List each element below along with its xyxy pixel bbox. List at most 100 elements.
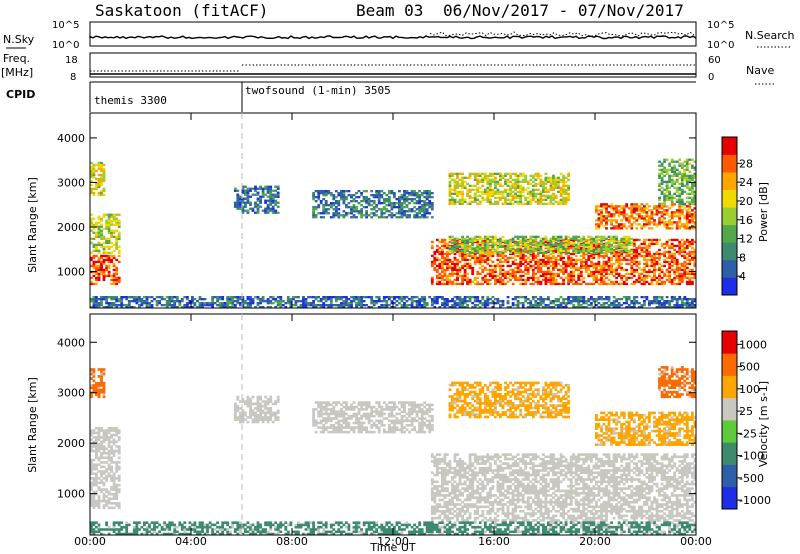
heatmap-cell: [514, 298, 517, 301]
heatmap-cell: [627, 221, 631, 224]
heatmap-cell: [511, 172, 515, 175]
heatmap-cell: [458, 296, 462, 299]
heatmap-cell: [357, 196, 361, 199]
heatmap-cell: [658, 300, 661, 303]
heatmap-cell: [148, 304, 151, 307]
heatmap-cell: [127, 306, 131, 309]
heatmap-cell: [521, 239, 525, 242]
heatmap-cell: [627, 217, 631, 220]
heatmap-cell: [584, 264, 588, 268]
heatmap-cell: [269, 191, 273, 194]
heatmap-cell: [605, 298, 608, 301]
heatmap-cell: [625, 235, 629, 238]
heatmap-cell: [107, 245, 111, 248]
heatmap-cell: [408, 192, 411, 195]
heatmap-cell: [312, 196, 315, 199]
heatmap-cell: [494, 280, 497, 284]
heatmap-cell: [519, 296, 522, 299]
heatmap-cell: [145, 302, 149, 305]
heatmap-cell: [453, 178, 457, 181]
heatmap-cell: [668, 272, 671, 276]
heatmap-cell: [675, 221, 679, 224]
heatmap-cell: [97, 179, 101, 183]
heatmap-cell: [471, 200, 475, 203]
heatmap-cell: [635, 205, 639, 208]
heatmap-cell: [112, 298, 116, 301]
heatmap-cell: [526, 268, 530, 272]
heatmap-cell: [564, 184, 568, 187]
heatmap-cell: [488, 302, 492, 305]
heatmap-cell: [673, 221, 677, 224]
heatmap-cell: [448, 188, 452, 191]
heatmap-cell: [506, 194, 510, 197]
heatmap-cell: [622, 217, 626, 220]
heatmap-cell: [385, 208, 389, 211]
heatmap-cell: [630, 306, 634, 309]
heatmap-cell: [241, 187, 245, 190]
heatmap-cell: [499, 239, 502, 242]
heatmap-cell: [542, 251, 545, 254]
heatmap-cell: [340, 214, 343, 217]
heatmap-cell: [691, 184, 694, 187]
heatmap-cell: [625, 302, 629, 305]
heatmap-cell: [678, 221, 682, 224]
heatmap-cell: [453, 237, 457, 240]
heatmap-cell: [675, 250, 679, 254]
heatmap-cell: [120, 304, 124, 307]
heatmap-cell: [627, 215, 631, 218]
heatmap-cell: [547, 276, 550, 280]
heatmap-cell: [665, 172, 669, 175]
heatmap-cell: [461, 237, 464, 240]
heatmap-cell: [564, 180, 568, 183]
heatmap-cell: [130, 300, 134, 303]
heatmap-cell: [347, 202, 351, 205]
heatmap-cell: [670, 166, 674, 169]
heatmap-cell: [494, 298, 497, 301]
heatmap-cell: [600, 203, 603, 206]
heatmap-cell: [471, 249, 475, 252]
heatmap-cell: [685, 178, 689, 181]
heatmap-cell: [685, 300, 689, 303]
heatmap-cell: [408, 304, 411, 307]
heatmap-cell: [567, 302, 570, 305]
heatmap-cell: [617, 249, 621, 252]
heatmap-cell: [471, 184, 475, 187]
heatmap-cell: [612, 239, 616, 242]
heatmap-cell: [622, 223, 626, 226]
heatmap-cell: [337, 296, 341, 299]
heatmap-cell: [446, 246, 449, 250]
heatmap-cell: [491, 274, 495, 278]
heatmap-cell: [110, 245, 113, 248]
heatmap-cell: [645, 276, 649, 280]
heatmap-cell: [557, 247, 560, 250]
heatmap-cell: [423, 200, 427, 203]
heatmap-cell: [693, 203, 697, 206]
heatmap-cell: [509, 239, 512, 242]
heatmap-cell: [615, 256, 618, 260]
heatmap-cell: [597, 217, 601, 220]
heatmap-cell: [632, 207, 636, 210]
heatmap-cell: [648, 254, 651, 258]
heatmap-cell: [105, 438, 108, 441]
heatmap-cell: [693, 306, 697, 309]
heatmap-cell: [95, 479, 98, 482]
heatmap-cell: [145, 306, 149, 309]
heatmap-cell: [635, 254, 639, 258]
heatmap-cell: [650, 260, 654, 264]
heatmap-cell: [673, 262, 677, 266]
heatmap-cell: [691, 227, 694, 230]
heatmap-cell: [635, 256, 639, 260]
heatmap-cell: [577, 282, 581, 286]
heatmap-cell: [625, 282, 629, 286]
heatmap-cell: [97, 486, 101, 489]
heatmap-cell: [587, 235, 591, 238]
heatmap-cell: [410, 198, 414, 201]
heatmap-cell: [102, 452, 106, 455]
heatmap-cell: [640, 242, 644, 246]
heatmap-cell: [595, 278, 598, 282]
heatmap-cell: [547, 194, 550, 197]
heatmap-cell: [92, 163, 96, 167]
heatmap-cell: [107, 254, 111, 258]
heatmap-cell: [592, 264, 596, 268]
heatmap-cell: [102, 262, 106, 266]
